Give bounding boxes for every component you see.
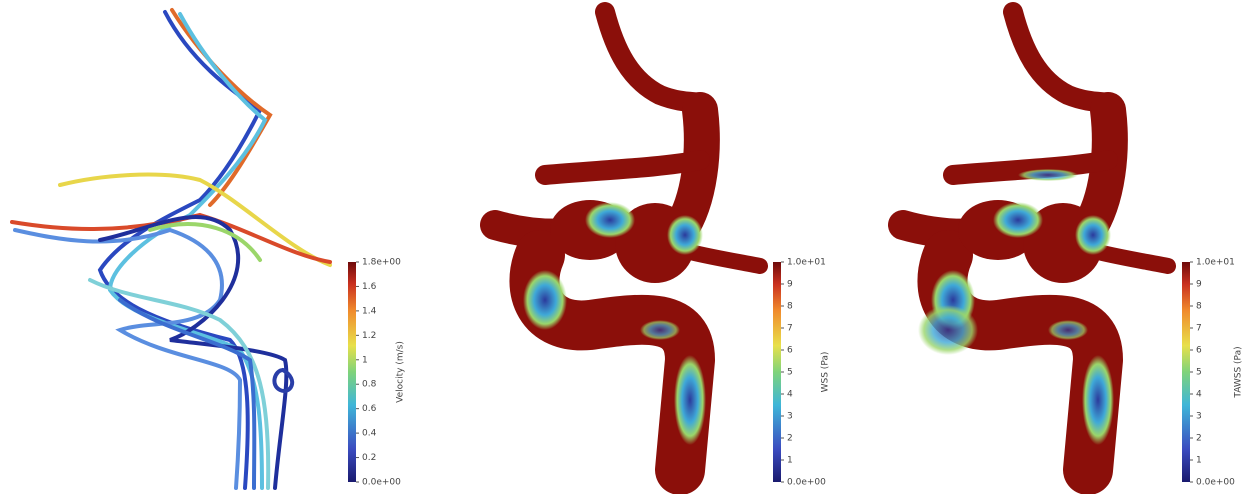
tick-label: 6	[1196, 346, 1202, 356]
colorbar	[773, 262, 781, 482]
streamlines	[12, 10, 330, 488]
figure: 1.8e+00 1.6 1.4 1.2 1 0.8 0.6 0.4 0.2 0.0e+00 Velo…	[0, 0, 1243, 494]
colorbar	[1182, 262, 1190, 482]
wss-vessel	[495, 12, 760, 470]
tick-label: 1.4	[362, 306, 377, 316]
colorbar	[348, 262, 356, 482]
tick-label: 4	[787, 390, 793, 400]
tick-label: 8	[787, 302, 793, 312]
tick-label: 5	[1196, 368, 1202, 378]
tick-label: 9	[1196, 280, 1202, 290]
tick-label: 1.2	[362, 331, 376, 341]
tick-label: 1.6	[362, 282, 377, 292]
tick-label: 0.0e+00	[1196, 478, 1235, 488]
tick-label: 0.8	[362, 380, 377, 390]
tick-label: 3	[1196, 412, 1202, 422]
tick-label: 6	[787, 346, 793, 356]
tick-label: 0.4	[362, 429, 377, 439]
tick-label: 8	[1196, 302, 1202, 312]
tawss-vessel	[903, 12, 1168, 470]
tick-label: 7	[787, 324, 793, 334]
tick-label: 0.6	[362, 404, 377, 414]
tick-label: 3	[787, 412, 793, 422]
tick-label: 0.0e+00	[362, 478, 401, 488]
tick-label: 0.0e+00	[787, 478, 826, 488]
tick-label: 1	[362, 355, 368, 365]
tick-label: 5	[787, 368, 793, 378]
colorbar-title: Velocity (m/s)	[396, 341, 406, 403]
tick-label: 9	[787, 280, 793, 290]
colorbar-title: WSS (Pa)	[821, 352, 831, 393]
colorbar-title: TAWSS (Pa)	[1234, 346, 1243, 398]
tick-label: 2	[1196, 434, 1202, 444]
tick-label: 7	[1196, 324, 1202, 334]
tick-label: 1	[787, 456, 793, 466]
tick-label: 1	[1196, 456, 1202, 466]
tick-label: 0.2	[362, 453, 376, 463]
tick-label: 1.8e+00	[362, 258, 401, 268]
tick-label: 4	[1196, 390, 1202, 400]
tick-label: 1.0e+01	[787, 258, 826, 268]
tick-label: 1.0e+01	[1196, 258, 1235, 268]
tick-label: 2	[787, 434, 793, 444]
